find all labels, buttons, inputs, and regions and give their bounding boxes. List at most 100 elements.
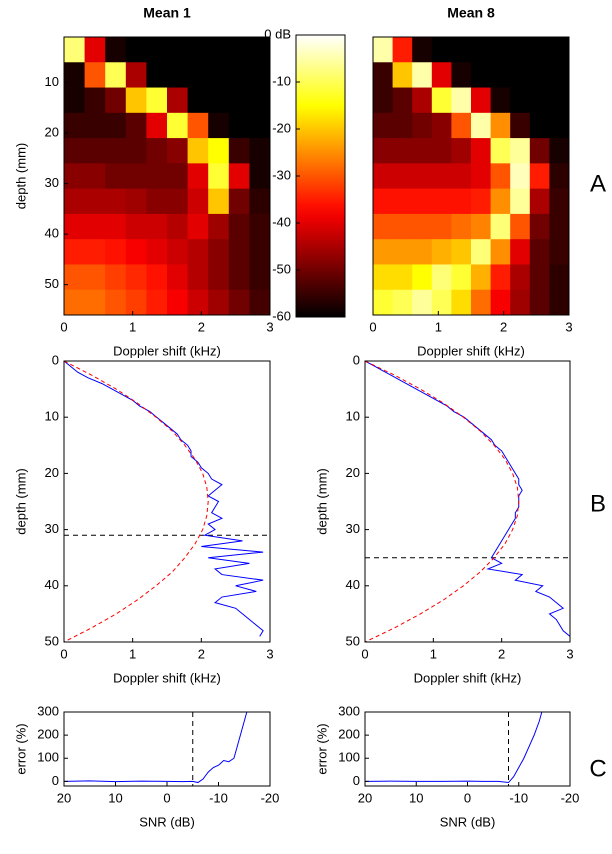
heatmap-cell	[529, 239, 550, 265]
heatmap-cell	[146, 239, 168, 265]
heatmap-cell	[84, 213, 106, 240]
heatmap-cell	[84, 138, 106, 164]
x-tick-label: 3	[565, 319, 572, 334]
heatmap-cell	[125, 239, 147, 265]
heatmap-cell	[64, 112, 85, 139]
heatmap-cell	[549, 213, 570, 240]
heatmap-cell	[510, 37, 531, 63]
heatmap-cell	[451, 264, 472, 291]
heatmap-cell	[471, 62, 491, 88]
heatmap-cell	[167, 87, 188, 114]
heatmap-cell	[249, 87, 271, 114]
heatmap-cell	[228, 264, 250, 291]
heatmap-cell	[549, 289, 570, 316]
heatmap-cell	[187, 87, 209, 114]
chart-title: Mean 1	[143, 5, 191, 21]
heatmap-cell	[105, 239, 127, 265]
heatmap-cell	[167, 239, 188, 265]
y-tick-label: 10	[45, 74, 59, 89]
heatmap-cell	[84, 62, 106, 88]
heatmap-cell	[451, 213, 472, 240]
heatmap-cell	[490, 163, 511, 190]
heatmap-cell	[549, 264, 570, 291]
heatmap-cell	[187, 138, 209, 164]
heatmap-cell	[392, 289, 413, 316]
x-tick-label: 3	[266, 646, 273, 661]
heatmap-cell	[105, 188, 127, 215]
heatmap-cell	[249, 264, 271, 291]
heatmap-cell	[490, 37, 511, 63]
heatmap-cell	[125, 163, 147, 190]
heatmap-cell	[451, 62, 472, 88]
y-tick-label: 0 dB	[264, 26, 291, 41]
heatmap-cell	[167, 138, 188, 164]
heatmap-cell	[373, 87, 393, 114]
heatmap-cell	[373, 264, 393, 291]
x-axis-label: SNR (dB)	[139, 814, 195, 829]
heatmap-cell	[412, 62, 433, 88]
data-line	[63, 360, 209, 643]
heatmap-cell	[84, 37, 106, 63]
x-tick-label: 0	[464, 790, 471, 805]
heatmap-cell	[412, 239, 433, 265]
x-tick-label: 0	[163, 790, 170, 805]
heatmap-cell	[125, 188, 147, 215]
y-tick-label: 40	[45, 226, 59, 241]
heatmap-cell	[549, 62, 570, 88]
heatmap-cell	[249, 289, 271, 316]
axes-frame	[372, 36, 570, 316]
heatmap-cell	[451, 138, 472, 164]
panel-label: A	[590, 170, 606, 197]
heatmap-cell	[490, 264, 511, 291]
y-tick-label: 30	[45, 521, 59, 536]
heatmap-cell	[125, 62, 147, 88]
heatmap-cell	[549, 163, 570, 190]
colorbar	[296, 35, 345, 317]
heatmap-cell	[549, 87, 570, 114]
heatmap-cell	[431, 138, 452, 164]
heatmap-cell	[412, 87, 433, 114]
heatmap-cell	[412, 188, 433, 215]
heatmap-cell	[208, 87, 230, 114]
heatmap-cell	[187, 239, 209, 265]
heatmap-cell	[228, 213, 250, 240]
heatmap-cell	[529, 289, 550, 316]
heatmap-cell	[451, 239, 472, 265]
x-tick-label: 20	[358, 790, 372, 805]
heatmap-cell	[146, 62, 168, 88]
heatmap-cell	[187, 112, 209, 139]
x-tick-label: 3	[566, 646, 573, 661]
heatmap-cell	[529, 188, 550, 215]
heatmap-cell	[146, 289, 168, 316]
heatmap-cell	[64, 62, 85, 88]
heatmap-cell	[451, 112, 472, 139]
x-tick-label: 0	[361, 646, 368, 661]
data-line	[63, 711, 248, 784]
heatmap-cell	[64, 163, 85, 190]
x-axis-label: Doppler shift (kHz)	[113, 670, 221, 685]
heatmap-cell	[510, 62, 531, 88]
y-tick-label: 50	[45, 276, 59, 291]
heatmap-cell	[392, 37, 413, 63]
heatmap-cell	[105, 264, 127, 291]
heatmap-cell	[64, 37, 85, 63]
x-tick-label: -10	[509, 790, 528, 805]
heatmap-cell	[451, 87, 472, 114]
heatmap-cell	[471, 87, 491, 114]
heatmap-cell	[84, 87, 106, 114]
heatmap-cell	[490, 188, 511, 215]
y-axis-label: error (%)	[13, 723, 28, 774]
y-tick-label: 30	[45, 175, 59, 190]
heatmap-cell	[187, 264, 209, 291]
data-line	[63, 360, 264, 637]
heatmap-cell	[84, 163, 106, 190]
heatmap-cell	[64, 188, 85, 215]
heatmap-cell	[146, 264, 168, 291]
axes-frame	[63, 360, 271, 643]
heatmap-cell	[228, 37, 250, 63]
heatmap-cell	[510, 289, 531, 316]
x-tick-label: 0	[60, 646, 67, 661]
y-tick-label: 300	[37, 703, 59, 718]
heatmap-cell	[431, 264, 452, 291]
heatmap-cell	[373, 213, 393, 240]
